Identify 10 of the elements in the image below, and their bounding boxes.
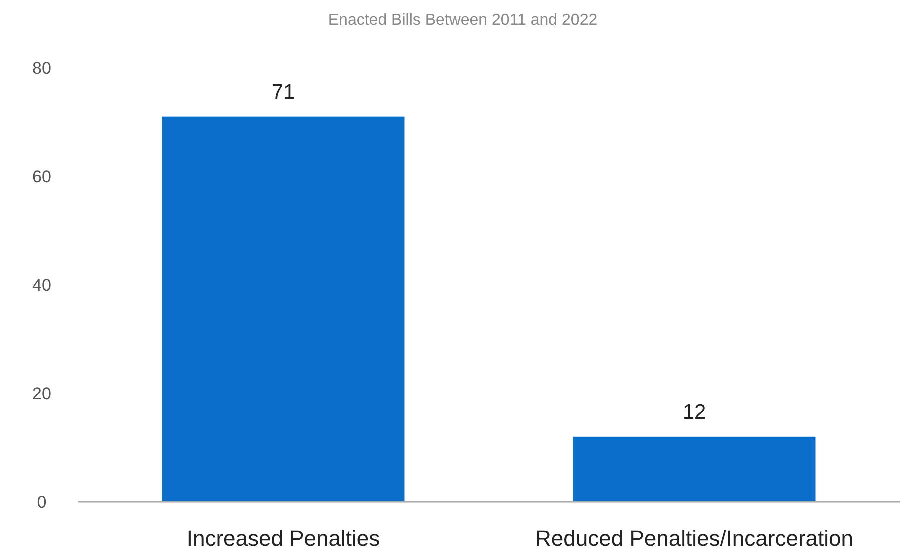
y-tick-label: 0: [37, 492, 47, 512]
y-tick-label: 60: [32, 167, 52, 186]
y-tick-label: 20: [32, 384, 52, 404]
chart-title: Enacted Bills Between 2011 and 2022: [328, 12, 598, 29]
y-tick-label: 80: [32, 58, 52, 78]
x-tick-label: Increased Penalties: [186, 526, 380, 551]
x-tick-label: Reduced Penalties/Incarceration: [536, 526, 854, 551]
y-tick-label: 40: [32, 276, 52, 295]
data-label: 12: [682, 400, 706, 424]
data-label: 71: [272, 80, 296, 104]
